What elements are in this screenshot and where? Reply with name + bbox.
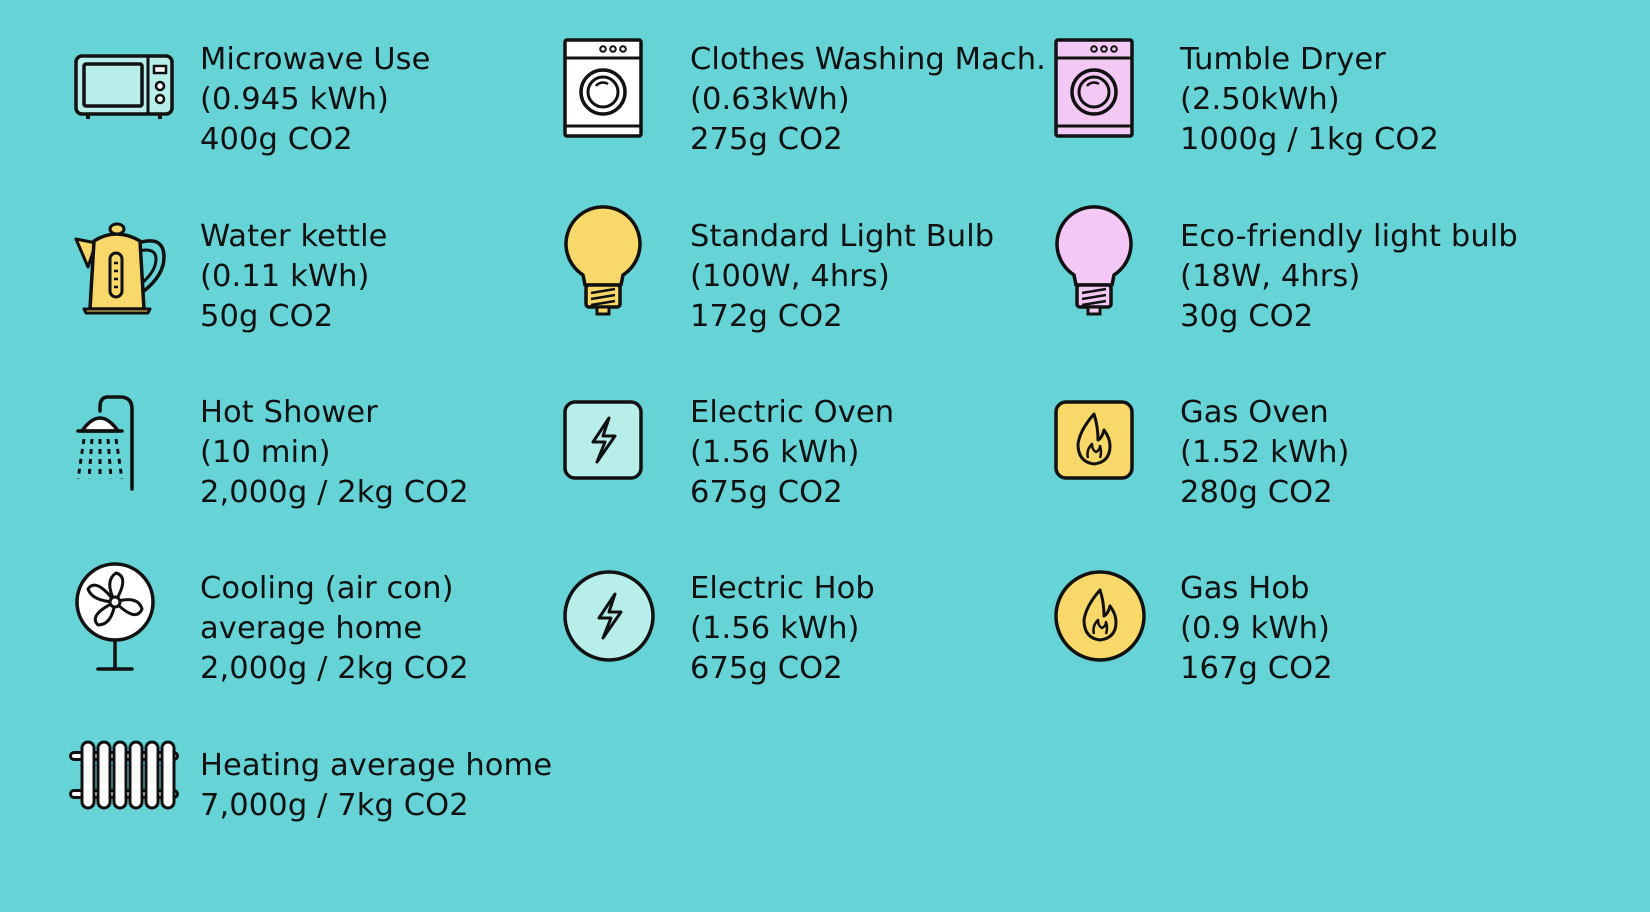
- item-name: Water kettle: [200, 219, 388, 254]
- item-name: Eco-friendly light bulb: [1180, 219, 1518, 254]
- item-label: Microwave Use (0.945 kWh) 400g CO2: [200, 40, 431, 160]
- item-energy: average home: [200, 611, 423, 646]
- item-label: Water kettle (0.11 kWh) 50g CO2: [200, 217, 388, 337]
- item-co2: 675g CO2: [690, 651, 843, 686]
- item-name: Electric Hob: [690, 571, 875, 606]
- washing-machine-icon: [563, 38, 643, 138]
- item-label: Gas Hob (0.9 kWh) 167g CO2: [1180, 569, 1333, 689]
- item-energy: (18W, 4hrs): [1180, 259, 1361, 294]
- item-label: Eco-friendly light bulb (18W, 4hrs) 30g …: [1180, 217, 1518, 337]
- eco-light-bulb-icon: [1054, 205, 1134, 319]
- microwave-icon: [74, 54, 174, 122]
- item-energy: (0.63kWh): [690, 82, 850, 117]
- item-co2: 2,000g / 2kg CO2: [200, 475, 469, 510]
- light-bulb-icon: [563, 205, 643, 319]
- item-co2: 7,000g / 7kg CO2: [200, 788, 469, 823]
- item-name: Clothes Washing Mach.: [690, 42, 1046, 77]
- item-name: Gas Oven: [1180, 395, 1329, 430]
- item-label: Tumble Dryer (2.50kWh) 1000g / 1kg CO2: [1180, 40, 1439, 160]
- item-name: Hot Shower: [200, 395, 378, 430]
- item-co2: 50g CO2: [200, 299, 334, 334]
- item-name: Microwave Use: [200, 42, 431, 77]
- shower-icon: [74, 393, 146, 493]
- electric-oven-icon: [563, 400, 643, 480]
- item-co2: 2,000g / 2kg CO2: [200, 651, 469, 686]
- item-energy: (1.56 kWh): [690, 611, 860, 646]
- item-co2: 275g CO2: [690, 122, 843, 157]
- item-label: Cooling (air con) average home 2,000g / …: [200, 569, 469, 689]
- item-co2: 1000g / 1kg CO2: [1180, 122, 1439, 157]
- item-energy: (100W, 4hrs): [690, 259, 890, 294]
- item-co2: 172g CO2: [690, 299, 843, 334]
- item-label: Gas Oven (1.52 kWh) 280g CO2: [1180, 393, 1350, 513]
- item-label: Heating average home 7,000g / 7kg CO2: [200, 746, 552, 826]
- item-energy: (0.945 kWh): [200, 82, 390, 117]
- item-name: Gas Hob: [1180, 571, 1310, 606]
- item-energy: (10 min): [200, 435, 331, 470]
- item-name: Electric Oven: [690, 395, 895, 430]
- item-label: Hot Shower (10 min) 2,000g / 2kg CO2: [200, 393, 469, 513]
- item-name: Heating average home: [200, 748, 553, 783]
- electric-hob-icon: [563, 570, 655, 662]
- item-name: Cooling (air con): [200, 571, 454, 606]
- item-label: Electric Hob (1.56 kWh) 675g CO2: [690, 569, 875, 689]
- kettle-icon: [74, 213, 168, 317]
- item-label: Clothes Washing Mach. (0.63kWh) 275g CO2: [690, 40, 1046, 160]
- item-co2: 30g CO2: [1180, 299, 1314, 334]
- item-co2: 167g CO2: [1180, 651, 1333, 686]
- item-label: Electric Oven (1.56 kWh) 675g CO2: [690, 393, 894, 513]
- fan-icon: [74, 561, 156, 675]
- item-name: Tumble Dryer: [1180, 42, 1386, 77]
- item-energy: (1.56 kWh): [690, 435, 860, 470]
- tumble-dryer-icon: [1054, 38, 1134, 138]
- gas-oven-icon: [1054, 400, 1134, 480]
- gas-hob-icon: [1054, 570, 1146, 662]
- item-co2: 400g CO2: [200, 122, 353, 157]
- item-energy: (0.11 kWh): [200, 259, 370, 294]
- item-energy: (1.52 kWh): [1180, 435, 1350, 470]
- item-name: Standard Light Bulb: [690, 219, 995, 254]
- item-label: Standard Light Bulb (100W, 4hrs) 172g CO…: [690, 217, 994, 337]
- item-energy: (2.50kWh): [1180, 82, 1340, 117]
- item-energy: (0.9 kWh): [1180, 611, 1331, 646]
- item-co2: 675g CO2: [690, 475, 843, 510]
- item-co2: 280g CO2: [1180, 475, 1333, 510]
- radiator-icon: [69, 740, 179, 812]
